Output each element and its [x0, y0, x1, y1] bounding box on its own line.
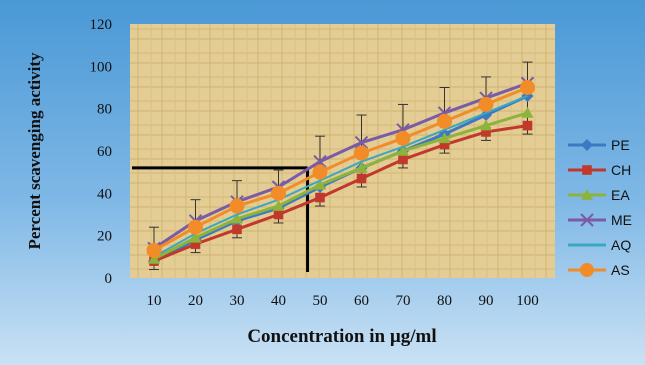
data-point-as — [271, 185, 286, 201]
data-point-ch — [356, 173, 367, 184]
x-tick-label: 50 — [313, 293, 328, 309]
data-point-ea — [438, 132, 451, 144]
legend-label: AQ — [611, 237, 631, 253]
y-tick-label: 20 — [97, 229, 112, 245]
legend-label: CH — [611, 162, 631, 178]
legend-item-aq: AQ — [568, 237, 631, 253]
series-line-aq — [153, 95, 528, 258]
legend-marker — [580, 263, 594, 277]
data-point-ea — [148, 252, 160, 264]
data-point-ch — [439, 139, 450, 150]
series-line-as — [153, 86, 529, 252]
data-point-ch — [273, 209, 284, 220]
data-point-ch — [522, 120, 533, 131]
data-point-as — [478, 96, 494, 112]
data-point-ea — [355, 161, 368, 173]
series-line-ea — [153, 111, 528, 261]
x-tick-label: 80 — [437, 293, 452, 309]
legend-item-as: AS — [568, 262, 630, 278]
data-point-ea — [314, 178, 326, 190]
x-tick-label: 40 — [271, 293, 286, 309]
y-tick-label: 40 — [97, 186, 112, 202]
x-tick-label: 100 — [516, 293, 539, 309]
data-point-ch — [398, 154, 408, 165]
y-axis: 0 20 40 60 80 100 120 — [90, 17, 113, 287]
data-point-as — [312, 164, 328, 180]
y-axis-title: Percent scavenging activity — [25, 52, 44, 250]
data-point-me — [354, 135, 369, 150]
legend-label: AS — [611, 262, 630, 278]
data-point-as — [395, 130, 411, 146]
y-tick-label: 100 — [90, 59, 113, 75]
series-line-ch — [153, 124, 528, 263]
data-point-ea — [231, 212, 243, 224]
y-tick-label: 80 — [97, 102, 112, 118]
legend-item-me: ME — [568, 212, 632, 228]
y-tick-label: 0 — [105, 271, 113, 287]
data-point-as — [188, 219, 203, 235]
series-ea — [148, 106, 534, 264]
series-aq — [153, 95, 528, 258]
x-tick-label: 70 — [396, 293, 411, 309]
x-tick-label: 90 — [479, 293, 494, 309]
legend-marker — [582, 165, 592, 175]
legend-label: PE — [611, 137, 630, 153]
data-point-ea — [189, 231, 202, 243]
data-point-as — [354, 145, 369, 161]
data-point-as — [229, 198, 245, 214]
x-axis: 10 20 30 40 50 60 70 80 90 100 — [147, 293, 539, 309]
legend-item-ch: CH — [568, 162, 631, 178]
legend-marker — [581, 189, 593, 200]
series-group — [146, 76, 535, 268]
y-tick-label: 120 — [90, 17, 113, 33]
x-tick-label: 30 — [230, 293, 245, 309]
data-point-ea — [521, 106, 534, 118]
legend-item-pe: PE — [568, 137, 630, 153]
x-tick-label: 60 — [354, 293, 369, 309]
legend-marker — [580, 213, 594, 227]
legend-item-ea: EA — [568, 187, 630, 203]
x-axis-title: Concentration in µg/ml — [247, 326, 436, 347]
x-tick-label: 20 — [188, 293, 203, 309]
data-point-ea — [480, 119, 492, 131]
legend-marker — [581, 139, 593, 151]
data-point-ch — [481, 127, 491, 137]
data-point-ch — [232, 224, 242, 235]
data-point-ea — [397, 145, 409, 156]
data-point-as — [437, 113, 452, 129]
series-as — [146, 80, 535, 258]
series-line-me — [153, 81, 529, 250]
data-point-ch — [315, 192, 325, 203]
data-point-as — [520, 80, 535, 95]
y-tick-label: 60 — [97, 144, 112, 160]
x-tick-label: 10 — [147, 293, 162, 309]
data-point-me — [313, 154, 327, 169]
data-point-ch — [190, 239, 201, 249]
data-point-as — [146, 242, 162, 258]
data-point-ea — [272, 200, 285, 211]
legend: PE CH EA ME AQ AS — [568, 137, 632, 278]
legend-label: ME — [611, 212, 632, 228]
legend-label: EA — [611, 187, 630, 203]
